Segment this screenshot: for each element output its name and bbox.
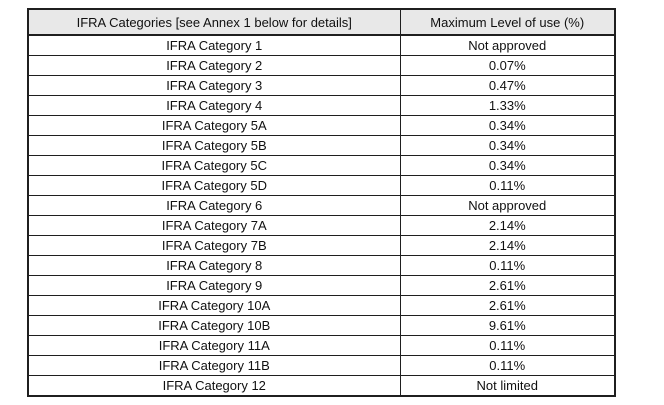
category-cell: IFRA Category 7A <box>27 215 401 236</box>
max-level-cell: 2.14% <box>399 215 616 236</box>
table-row: IFRA Category 12 Not limited <box>27 375 616 397</box>
max-level-cell: 0.34% <box>399 135 616 156</box>
table-row: IFRA Category 11B 0.11% <box>27 355 616 376</box>
max-level-cell: 9.61% <box>399 315 616 336</box>
table-row: IFRA Category 11A 0.11% <box>27 335 616 356</box>
max-level-cell: 0.34% <box>399 155 616 176</box>
column-header-categories: IFRA Categories [see Annex 1 below for d… <box>27 8 401 36</box>
table-row: IFRA Category 2 0.07% <box>27 55 616 76</box>
category-cell: IFRA Category 6 <box>27 195 401 216</box>
category-cell: IFRA Category 3 <box>27 75 401 96</box>
category-cell: IFRA Category 9 <box>27 275 401 296</box>
category-cell: IFRA Category 1 <box>27 34 401 56</box>
max-level-cell: Not limited <box>399 375 616 397</box>
table-row: IFRA Category 5B 0.34% <box>27 135 616 156</box>
table-row: IFRA Category 5A 0.34% <box>27 115 616 136</box>
max-level-cell: 1.33% <box>399 95 616 116</box>
max-level-cell: Not approved <box>399 195 616 216</box>
max-level-cell: 0.34% <box>399 115 616 136</box>
max-level-cell: 0.11% <box>399 175 616 196</box>
category-cell: IFRA Category 5C <box>27 155 401 176</box>
table-body: IFRA Category 1 Not approved IFRA Catego… <box>27 34 616 397</box>
max-level-cell: 0.47% <box>399 75 616 96</box>
table-row: IFRA Category 5C 0.34% <box>27 155 616 176</box>
max-level-cell: 0.07% <box>399 55 616 76</box>
table-row: IFRA Category 5D 0.11% <box>27 175 616 196</box>
category-cell: IFRA Category 7B <box>27 235 401 256</box>
table-row: IFRA Category 4 1.33% <box>27 95 616 116</box>
category-cell: IFRA Category 12 <box>27 375 401 397</box>
category-cell: IFRA Category 8 <box>27 255 401 276</box>
category-cell: IFRA Category 4 <box>27 95 401 116</box>
ifra-categories-table: IFRA Categories [see Annex 1 below for d… <box>27 8 616 397</box>
category-cell: IFRA Category 5D <box>27 175 401 196</box>
category-cell: IFRA Category 5A <box>27 115 401 136</box>
table-row: IFRA Category 8 0.11% <box>27 255 616 276</box>
category-cell: IFRA Category 5B <box>27 135 401 156</box>
max-level-cell: 2.14% <box>399 235 616 256</box>
table-row: IFRA Category 3 0.47% <box>27 75 616 96</box>
table-row: IFRA Category 6 Not approved <box>27 195 616 216</box>
category-cell: IFRA Category 11A <box>27 335 401 356</box>
max-level-cell: 0.11% <box>399 255 616 276</box>
category-cell: IFRA Category 11B <box>27 355 401 376</box>
category-cell: IFRA Category 10A <box>27 295 401 316</box>
max-level-cell: 0.11% <box>399 335 616 356</box>
max-level-cell: 2.61% <box>399 275 616 296</box>
column-header-max-level: Maximum Level of use (%) <box>399 8 616 36</box>
table-row: IFRA Category 10B 9.61% <box>27 315 616 336</box>
table-row: IFRA Category 10A 2.61% <box>27 295 616 316</box>
category-cell: IFRA Category 10B <box>27 315 401 336</box>
table-row: IFRA Category 7A 2.14% <box>27 215 616 236</box>
table-row: IFRA Category 1 Not approved <box>27 34 616 56</box>
max-level-cell: 0.11% <box>399 355 616 376</box>
max-level-cell: Not approved <box>399 34 616 56</box>
max-level-cell: 2.61% <box>399 295 616 316</box>
table-header-row: IFRA Categories [see Annex 1 below for d… <box>27 8 616 36</box>
table-row: IFRA Category 7B 2.14% <box>27 235 616 256</box>
category-cell: IFRA Category 2 <box>27 55 401 76</box>
table-row: IFRA Category 9 2.61% <box>27 275 616 296</box>
